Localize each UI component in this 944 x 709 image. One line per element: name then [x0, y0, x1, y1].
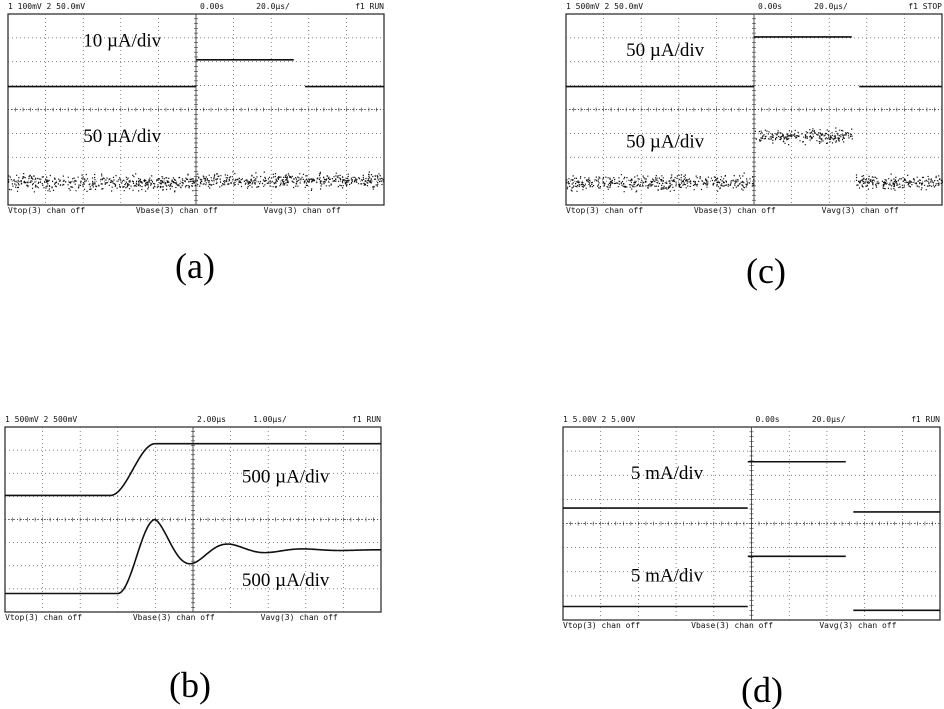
footer-text: Vtop(3) chan off: [5, 613, 82, 622]
caption: (b): [169, 665, 211, 705]
footer-text: Vbase(3) chan off: [694, 206, 776, 215]
header-time: 0.00s: [758, 2, 782, 11]
header-trigger: f1 RUN: [352, 415, 381, 424]
header-time: 0.00s: [756, 415, 780, 424]
scale-label: 500 µA/div: [242, 570, 330, 591]
scope-panel: 1 500mV 2 50.0mV 0.00s 20.0µs/f1 STOP Vtop(…: [566, 2, 943, 291]
caption: (c): [746, 251, 786, 291]
footer-text: Vavg(3) chan off: [261, 613, 338, 622]
header-trigger: f1 RUN: [355, 2, 384, 11]
header-channels: 1 5.00V 2 5.00V: [563, 415, 635, 424]
scope-panel: 1 100mV 2 50.0mV 0.00s 20.0µs/f1 RUN Vtop(3…: [8, 2, 384, 286]
footer-text: Vavg(3) chan off: [819, 621, 896, 630]
header-channels: 1 500mV 2 50.0mV: [566, 2, 643, 11]
header-channels: 1 500mV 2 500mV: [5, 415, 77, 424]
header-channels: 1 100mV 2 50.0mV: [8, 2, 85, 11]
footer-text: Vtop(3) chan off: [563, 621, 640, 630]
footer-text: Vtop(3) chan off: [8, 206, 85, 215]
header-trigger: f1 RUN: [911, 415, 940, 424]
scale-label: 5 mA/div: [631, 463, 704, 484]
footer-text: Vbase(3) chan off: [691, 621, 773, 630]
scale-label: 10 µA/div: [83, 30, 161, 51]
caption: (a): [175, 246, 215, 286]
footer-text: Vtop(3) chan off: [566, 206, 643, 215]
header-scale: 20.0µs/: [812, 415, 846, 424]
noise-trace: [8, 173, 197, 192]
scale-label: 50 µA/div: [83, 126, 161, 147]
scope-panel: 1 5.00V 2 5.00V 0.00s 20.0µs/f1 RUN Vtop(3)…: [563, 415, 940, 709]
header-trigger: f1 STOP: [908, 2, 942, 11]
footer-text: Vbase(3) chan off: [133, 613, 215, 622]
scope-panel: 1 500mV 2 500mV 2.00µs 1.00µs/f1 RUN Vtop(3…: [5, 415, 381, 705]
noise-trace: [197, 171, 384, 191]
caption: (d): [741, 670, 783, 709]
scale-label: 5 mA/div: [631, 565, 704, 586]
header-time: 0.00s: [200, 2, 224, 11]
noise-trace: [856, 174, 943, 191]
scale-label: 500 µA/div: [242, 467, 330, 488]
footer-text: Vavg(3) chan off: [822, 206, 899, 215]
footer-text: Vavg(3) chan off: [264, 206, 341, 215]
header-scale: 20.0µs/: [814, 2, 848, 11]
noise-trace: [566, 173, 754, 193]
footer-text: Vbase(3) chan off: [136, 206, 218, 215]
scale-label: 50 µA/div: [626, 40, 704, 61]
scale-label: 50 µA/div: [626, 132, 704, 153]
header-scale: 1.00µs/: [253, 415, 287, 424]
header-time: 2.00µs: [197, 415, 226, 424]
figure: 1 100mV 2 50.0mV 0.00s 20.0µs/f1 RUN Vtop(3…: [0, 0, 944, 709]
noise-trace: [755, 127, 853, 145]
header-scale: 20.0µs/: [256, 2, 290, 11]
